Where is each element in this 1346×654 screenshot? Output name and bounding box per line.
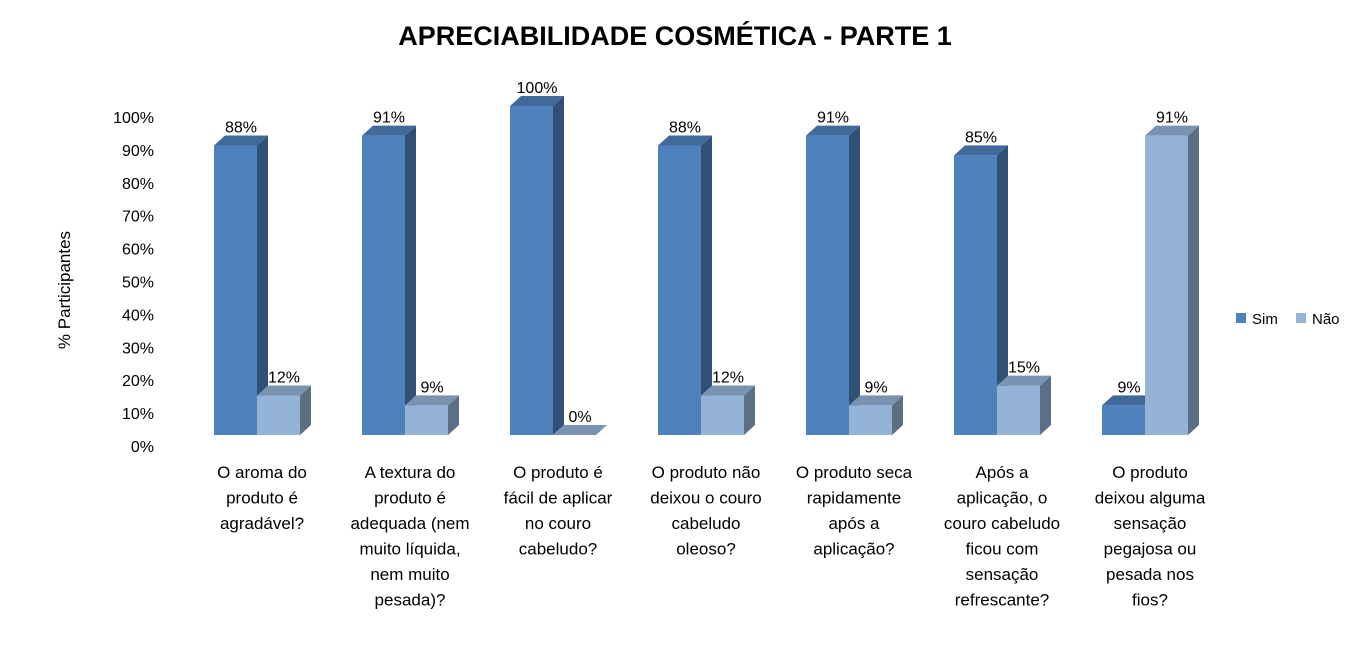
category-label: sensação: [966, 565, 1039, 584]
data-labels: 88% 12% 91% 9% 100% 0% 88% 12% 91% 9% 85% 15% 9% 91%: [225, 80, 1188, 426]
data-label: 15%: [1008, 360, 1040, 377]
category-label: após a: [828, 514, 880, 533]
category-label: deixou o couro: [650, 489, 762, 508]
bar-sim-6: [954, 145, 1008, 435]
data-label: 9%: [864, 379, 887, 396]
chart-title: APRECIABILIDADE COSMÉTICA - PARTE 1: [398, 20, 952, 51]
data-label: 9%: [420, 379, 443, 396]
data-label: 9%: [1117, 379, 1140, 396]
y-axis-label: % Participantes: [55, 231, 74, 349]
category-label: refrescante?: [955, 591, 1050, 610]
bar-no-1: [257, 385, 311, 435]
data-label: 85%: [965, 129, 997, 146]
bar-no-4: [701, 385, 755, 435]
data-label: 88%: [669, 119, 701, 136]
bar-no-6: [997, 375, 1051, 435]
category-label: adequada (nem: [350, 514, 469, 533]
y-tick-label: 80%: [122, 176, 154, 193]
category-label: produto é: [226, 489, 298, 508]
legend-label: Sim: [1252, 311, 1278, 328]
category-label: pegajosa ou: [1104, 540, 1197, 559]
bar-sim-4: [658, 135, 712, 436]
y-ticks: 0% 10% 20% 30% 40% 50% 60% 70% 80% 90% 100%: [113, 110, 154, 456]
y-tick-label: 50%: [122, 275, 154, 292]
category-label: Após a: [976, 463, 1029, 482]
category-label: A textura do: [365, 463, 456, 482]
bar-no-3: [553, 425, 607, 435]
category-label: fácil de aplicar: [504, 489, 613, 508]
bar-sim-2: [362, 125, 416, 436]
category-label: O produto seca: [796, 463, 913, 482]
legend-swatch: [1236, 313, 1246, 323]
category-labels: O aroma do produto é agradável? A textura d…: [217, 463, 1206, 610]
y-tick-label: 20%: [122, 373, 154, 390]
category-label: muito líquida,: [359, 540, 460, 559]
category-label: O produto: [1112, 463, 1188, 482]
category-label: O aroma do: [217, 463, 307, 482]
category-label: deixou alguma: [1095, 489, 1206, 508]
bar-no-5: [849, 395, 903, 435]
bar-no-2: [405, 395, 459, 435]
category-label: pesada nos: [1106, 565, 1194, 584]
y-tick-label: 30%: [122, 340, 154, 357]
bars: [214, 96, 1199, 436]
y-tick-label: 70%: [122, 209, 154, 226]
category-label: no couro: [525, 514, 591, 533]
bar-no-7: [1145, 125, 1199, 436]
y-tick-label: 60%: [122, 242, 154, 259]
legend-label: Não: [1312, 311, 1340, 328]
y-tick-label: 90%: [122, 143, 154, 160]
category-label: cabeludo?: [519, 540, 597, 559]
category-label: couro cabeludo: [944, 514, 1060, 533]
legend: Sim Não: [1236, 311, 1340, 328]
y-tick-label: 100%: [113, 110, 154, 127]
y-tick-label: 0%: [131, 439, 154, 456]
category-label: agradável?: [220, 514, 304, 533]
data-label: 0%: [568, 409, 591, 426]
data-label: 100%: [517, 80, 558, 97]
data-label: 91%: [817, 110, 849, 127]
bar-sim-1: [214, 135, 268, 436]
bar-sim-3: [510, 96, 564, 435]
y-tick-label: 10%: [122, 406, 154, 423]
category-label: aplicação?: [813, 540, 894, 559]
category-label: ficou com: [966, 540, 1039, 559]
data-label: 12%: [712, 370, 744, 387]
data-label: 91%: [1156, 110, 1188, 127]
y-tick-label: 40%: [122, 307, 154, 324]
data-label: 12%: [268, 370, 300, 387]
category-label: nem muito: [370, 565, 449, 584]
category-label: O produto é: [513, 463, 603, 482]
category-label: rapidamente: [807, 489, 902, 508]
category-label: cabeludo: [671, 514, 740, 533]
category-label: produto é: [374, 489, 446, 508]
category-label: aplicação, o: [957, 489, 1048, 508]
data-label: 91%: [373, 110, 405, 127]
category-label: pesada)?: [375, 591, 446, 610]
legend-swatch: [1296, 313, 1306, 323]
bar-sim-5: [806, 125, 860, 436]
data-label: 88%: [225, 119, 257, 136]
category-label: fios?: [1132, 591, 1168, 610]
category-label: O produto não: [652, 463, 761, 482]
category-label: sensação: [1114, 514, 1187, 533]
category-label: oleoso?: [676, 540, 736, 559]
